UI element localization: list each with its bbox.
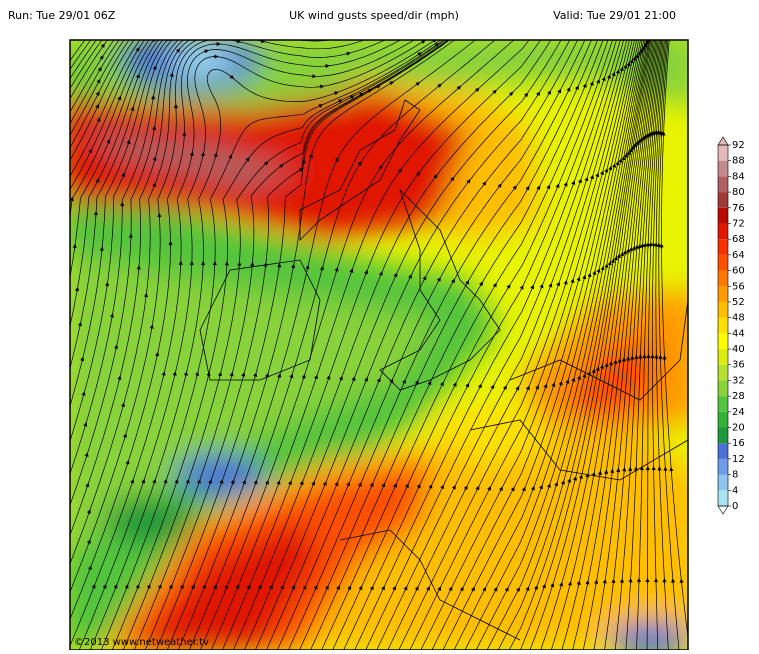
copyright: ©2013 www.netweather.tv	[74, 637, 209, 648]
run-label: Run: Tue 29/01 06Z	[8, 9, 116, 22]
color-legend: 0481216202428323640444852566064687276808…	[718, 137, 745, 514]
legend-band	[718, 333, 728, 349]
legend-band	[718, 412, 728, 428]
legend-tick-label: 72	[732, 218, 745, 229]
legend-band	[718, 223, 728, 239]
legend-band	[718, 161, 728, 177]
legend-tick-label: 28	[732, 391, 745, 402]
legend-band	[718, 239, 728, 255]
legend-tick-label: 16	[732, 438, 745, 449]
valid-label: Valid: Tue 29/01 21:00	[553, 9, 676, 22]
legend-tick-label: 92	[732, 140, 745, 151]
legend-tick-label: 80	[732, 187, 745, 198]
legend-tick-label: 44	[732, 328, 745, 339]
legend-band	[718, 271, 728, 287]
legend-tick-label: 24	[732, 407, 745, 418]
legend-band	[718, 490, 728, 506]
legend-top-arrow	[718, 137, 728, 145]
legend-band	[718, 443, 728, 459]
legend-band	[718, 192, 728, 208]
legend-band	[718, 176, 728, 192]
legend-band	[718, 459, 728, 475]
flow-arrow	[453, 34, 456, 36]
legend-tick-label: 56	[732, 281, 745, 292]
legend-tick-label: 60	[732, 266, 745, 277]
flow-arrow	[369, 37, 373, 38]
flow-arrow	[280, 38, 284, 39]
legend-tick-label: 0	[732, 501, 738, 512]
legend-tick-label: 12	[732, 454, 745, 465]
legend-band	[718, 145, 728, 161]
legend-tick-label: 88	[732, 156, 745, 167]
legend-band	[718, 428, 728, 444]
legend-tick-label: 32	[732, 375, 745, 386]
legend-tick-label: 52	[732, 297, 745, 308]
map-area: ©2013 www.netweather.tv	[60, 30, 700, 650]
legend-tick-label: 40	[732, 344, 745, 355]
legend-band	[718, 349, 728, 365]
flow-arrow	[651, 34, 652, 38]
legend-band	[718, 396, 728, 412]
legend-bottom-arrow	[718, 506, 728, 514]
legend-tick-label: 84	[732, 171, 745, 182]
legend-tick-label: 68	[732, 234, 745, 245]
legend-band	[718, 208, 728, 224]
legend-band	[718, 318, 728, 334]
legend-tick-label: 36	[732, 360, 745, 371]
legend-tick-label: 76	[732, 203, 745, 214]
flow-arrow	[195, 31, 199, 33]
legend-tick-label: 20	[732, 423, 745, 434]
legend-tick-label: 64	[732, 250, 745, 261]
legend-tick-label: 4	[732, 485, 738, 496]
legend-band	[718, 475, 728, 491]
legend-tick-label: 8	[732, 470, 738, 481]
legend-tick-label: 48	[732, 313, 745, 324]
legend-band	[718, 365, 728, 381]
legend-band	[718, 302, 728, 318]
legend-band	[718, 286, 728, 302]
map-title: UK wind gusts speed/dir (mph)	[289, 9, 459, 22]
legend-band	[718, 380, 728, 396]
legend-band	[718, 255, 728, 271]
